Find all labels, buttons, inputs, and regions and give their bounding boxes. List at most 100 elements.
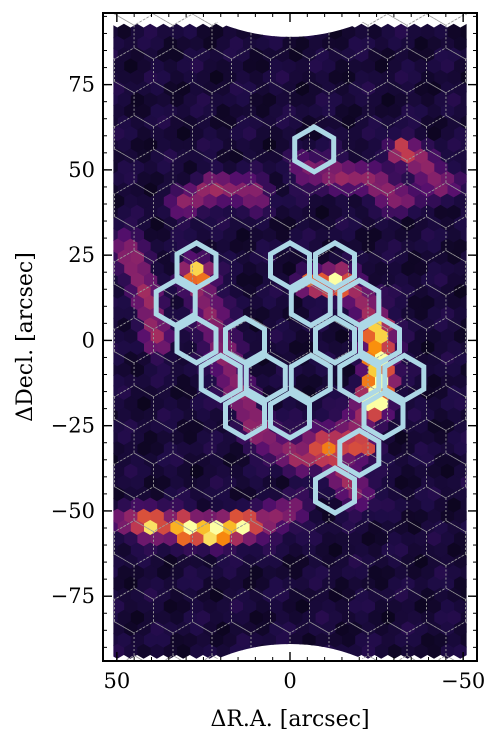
grid-hexagon	[348, 452, 388, 499]
heatmap-cell	[387, 485, 402, 502]
heatmap-cell	[413, 507, 428, 524]
heatmap-cell	[295, 462, 309, 479]
heatmap-cell	[367, 541, 382, 558]
heatmap-cell	[130, 203, 144, 220]
heatmap-cell	[413, 147, 428, 164]
grid-hexagon	[0, 521, 37, 566]
heatmap-cell	[440, 102, 455, 119]
heatmap-cell	[136, 305, 151, 322]
heatmap-cell	[262, 203, 276, 220]
heatmap-cell	[182, 631, 197, 648]
grid-hexagon	[387, 182, 427, 229]
heatmap-cell	[380, 23, 395, 40]
heatmap-cell	[281, 575, 296, 592]
heatmap-cell	[295, 620, 309, 637]
heatmap-cell	[440, 575, 455, 592]
heatmap-cell	[394, 631, 408, 648]
heatmap-cell	[275, 518, 290, 535]
heatmap-cell	[143, 631, 158, 648]
heatmap-cell	[182, 541, 197, 558]
heatmap-cell	[123, 327, 138, 344]
heatmap-cell	[301, 541, 316, 558]
heatmap-cell	[222, 68, 237, 85]
grid-hexagon	[231, 317, 271, 364]
heatmap-cell	[116, 271, 131, 288]
heatmap-cell	[229, 575, 243, 592]
heatmap-cell	[123, 282, 138, 299]
heatmap-cell	[433, 203, 448, 220]
heatmap-cell	[321, 575, 336, 592]
heatmap-cell	[275, 46, 290, 63]
grid-hexagon	[172, 148, 213, 195]
highlighted-hexagon	[223, 315, 267, 366]
heatmap-cell	[176, 192, 191, 209]
heatmap-cell	[196, 541, 210, 558]
heatmap-cell	[387, 597, 402, 614]
grid-hexagon	[211, 148, 252, 195]
heatmap-cell	[222, 496, 237, 513]
heatmap-cell	[248, 91, 263, 108]
heatmap-cell	[420, 113, 435, 130]
heatmap-cell	[347, 34, 362, 52]
heatmap-cell	[130, 91, 144, 108]
heatmap-cell	[149, 192, 164, 209]
heatmap-cell	[156, 631, 171, 648]
heatmap-cell	[427, 260, 441, 277]
heatmap-cell	[149, 395, 164, 412]
heatmap-cell	[453, 485, 467, 502]
heatmap-cell	[209, 293, 224, 310]
heatmap-cell	[113, 57, 125, 74]
heatmap-cell	[215, 597, 230, 614]
heatmap-cell	[440, 34, 455, 52]
grid-hexagon	[113, 283, 135, 330]
heatmap-cell	[367, 271, 382, 288]
heatmap-cell	[196, 496, 210, 513]
heatmap-cell	[215, 642, 230, 659]
grid-hexagon	[485, 284, 499, 329]
heatmap-cell	[202, 305, 217, 322]
heatmap-cell	[149, 462, 164, 479]
grid-hexagon	[309, 47, 349, 94]
heatmap-cell	[394, 361, 408, 378]
heatmap-cell	[222, 158, 237, 175]
heatmap-cell	[308, 215, 323, 232]
heatmap-cell	[466, 260, 467, 277]
heatmap-cell	[407, 293, 422, 310]
grid-hexagon	[348, 249, 388, 296]
heatmap-cell	[301, 631, 316, 648]
heatmap-cell	[222, 248, 237, 265]
heatmap-cell	[328, 586, 342, 603]
heatmap-cell	[281, 327, 296, 344]
heatmap-cell	[288, 203, 303, 220]
heatmap-cell	[182, 586, 197, 603]
grid-hexagon	[367, 216, 408, 263]
highlighted-hexagon	[174, 240, 219, 291]
heatmap-cell	[215, 462, 230, 479]
heatmap-cell	[262, 91, 276, 108]
heatmap-cell	[268, 552, 283, 569]
grid-hexagon	[367, 553, 408, 600]
heatmap-cell	[189, 417, 204, 434]
heatmap-cell	[420, 203, 435, 220]
grid-hexagon	[17, 149, 56, 194]
heatmap-cell	[301, 496, 316, 513]
heatmap-cell	[136, 80, 151, 97]
heatmap-cell	[440, 350, 455, 367]
heatmap-cell	[288, 181, 303, 198]
grid-hexagon	[250, 621, 291, 661]
heatmap-cell	[394, 181, 408, 198]
heatmap-cell	[466, 170, 467, 187]
heatmap-cell	[328, 563, 342, 581]
heatmap-cell	[156, 158, 171, 175]
heatmap-cell	[341, 293, 356, 310]
heatmap-cell	[242, 282, 257, 299]
grid-hexagon	[367, 486, 408, 533]
heatmap-cell	[143, 91, 158, 108]
heatmap-cell	[400, 305, 415, 322]
grid-hexagon	[387, 249, 427, 296]
heatmap-cell	[248, 518, 263, 535]
heatmap-cell	[136, 530, 151, 547]
heatmap-cell	[176, 34, 191, 52]
heatmap-cell	[235, 46, 250, 63]
heatmap-cell	[189, 462, 204, 479]
